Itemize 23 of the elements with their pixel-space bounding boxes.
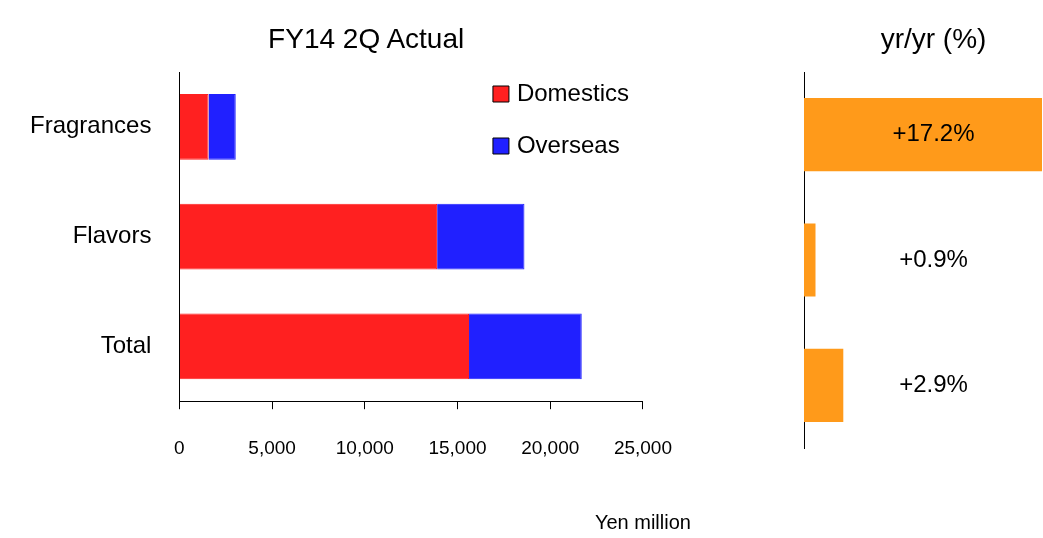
y-tick-label: Flavors (72, 221, 152, 249)
bar (208, 93, 236, 160)
bar (179, 313, 470, 380)
data-label: +17.2% (892, 119, 975, 147)
y-tick-label: Total (100, 330, 152, 358)
x-axis-title: Yen million (594, 510, 691, 533)
legend-label: Overseas (516, 130, 620, 158)
x-tick-label: 5,000 (248, 436, 296, 458)
x-tick-label: 10,000 (335, 436, 394, 458)
x-tick-label: 15,000 (428, 436, 487, 458)
bar (179, 203, 438, 270)
bar (437, 203, 525, 270)
bar (469, 313, 582, 380)
x-tick-label: 25,000 (613, 436, 673, 458)
x-tick-label: 0 (174, 436, 185, 458)
x-tick-label: 20,000 (521, 436, 580, 458)
legend-label: Domestics (516, 78, 629, 106)
bar (179, 93, 209, 160)
data-label: +2.9% (899, 369, 968, 397)
chart-title: FY14 2Q Actual (268, 22, 465, 54)
chart-title: yr/yr (%) (880, 22, 987, 54)
data-label: +0.9% (899, 244, 968, 272)
y-tick-label: Fragrances (29, 111, 152, 139)
